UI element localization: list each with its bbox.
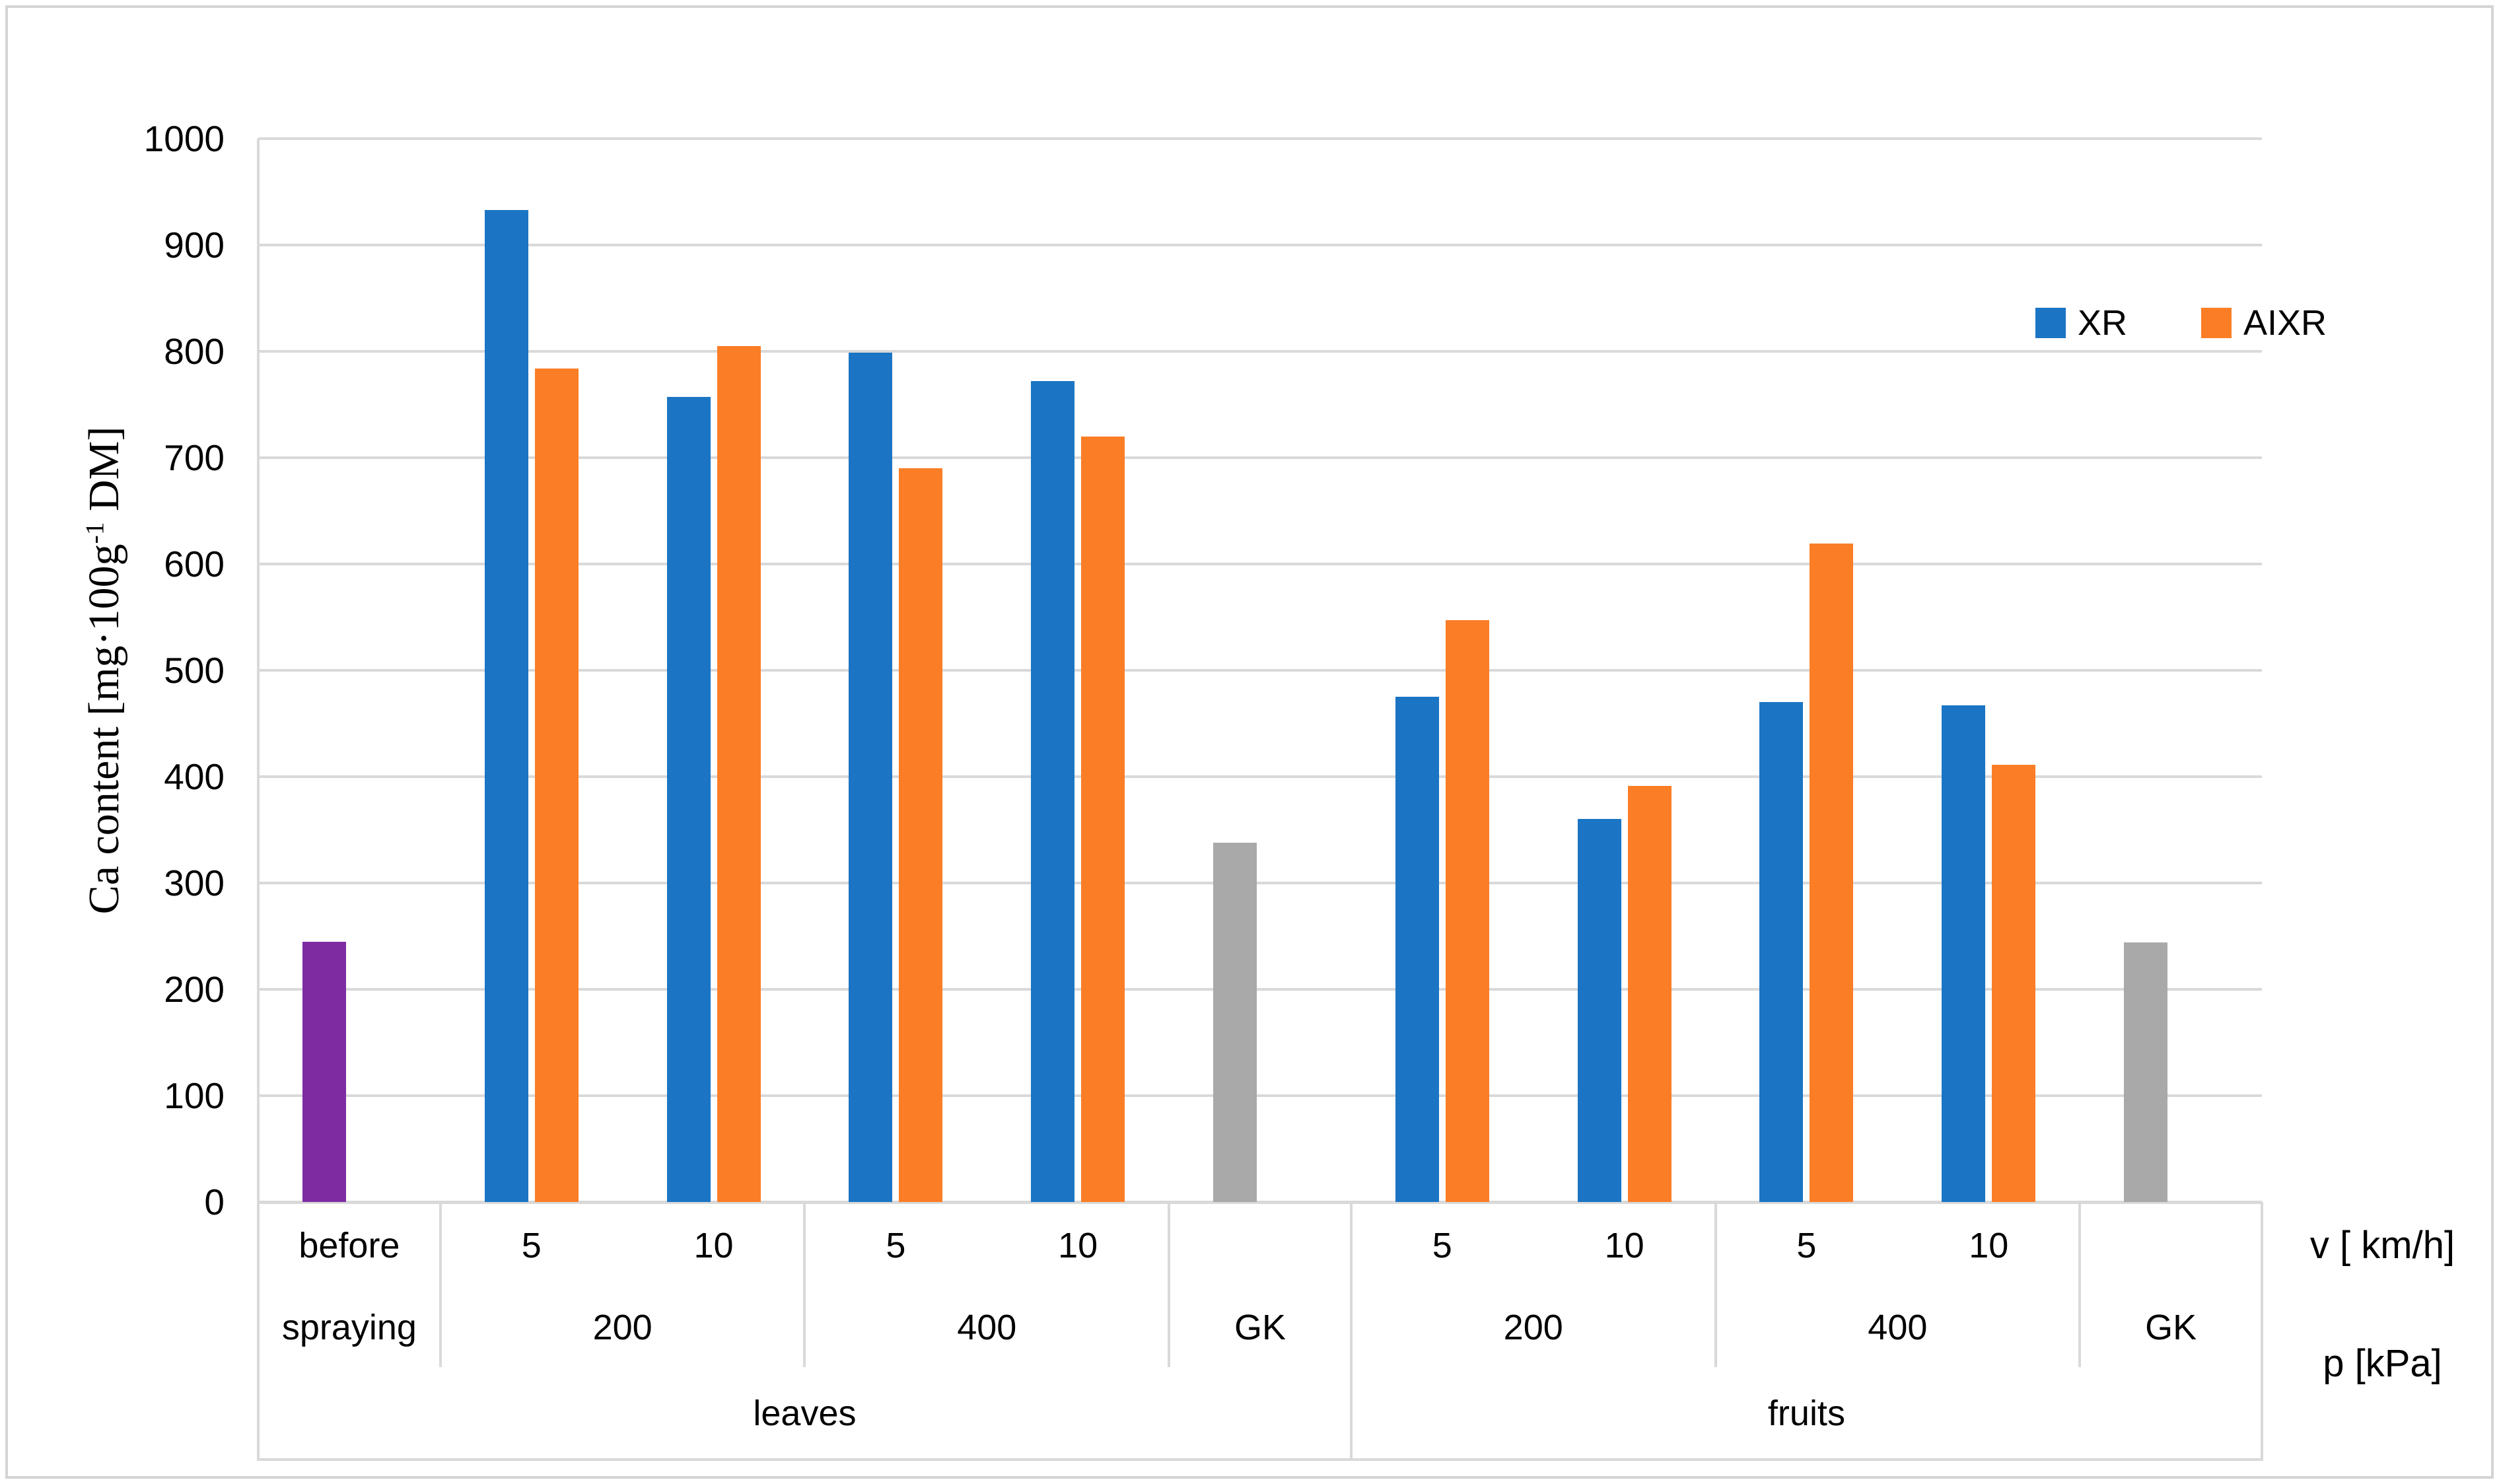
y-gridline bbox=[258, 669, 2262, 672]
bar-xr bbox=[1577, 819, 1621, 1202]
legend-label: AIXR bbox=[2243, 303, 2327, 343]
bar-xr bbox=[1942, 705, 1986, 1202]
bar-aixr bbox=[1810, 544, 1854, 1202]
legend-item-aixr: AIXR bbox=[2201, 305, 2327, 341]
speed-cell-label: 5 bbox=[1432, 1226, 1452, 1265]
y-tick-label: 1000 bbox=[143, 118, 225, 159]
bar-aixr bbox=[1081, 436, 1125, 1202]
table-column-border bbox=[439, 1202, 442, 1367]
bar-before-spraying bbox=[302, 941, 346, 1202]
plot-left-edge bbox=[257, 139, 260, 1461]
y-gridline bbox=[258, 988, 2262, 991]
y-tick-label: 900 bbox=[164, 225, 225, 265]
pressure-cell-label: 200 bbox=[592, 1308, 652, 1347]
speed-cell-label: 10 bbox=[693, 1226, 734, 1265]
bar-aixr bbox=[717, 345, 761, 1202]
pressure-cell-label: GK bbox=[2145, 1308, 2197, 1347]
speed-cell-label: 10 bbox=[1058, 1226, 1098, 1265]
y-gridline bbox=[258, 775, 2262, 778]
pressure-cell-label: 200 bbox=[1503, 1308, 1563, 1347]
bar-xr bbox=[484, 209, 528, 1202]
table-column-border bbox=[1168, 1202, 1171, 1367]
bar-aixr bbox=[899, 468, 943, 1202]
bar-xr bbox=[1759, 702, 1804, 1202]
legend-swatch-aixr bbox=[2201, 308, 2232, 338]
legend-label: XR bbox=[2078, 303, 2128, 343]
bar-gk bbox=[1213, 842, 1257, 1202]
y-gridline bbox=[258, 1094, 2262, 1097]
y-gridline bbox=[258, 244, 2262, 246]
speed-cell-label: 10 bbox=[1969, 1226, 2009, 1265]
legend: XR AIXR bbox=[2035, 305, 2327, 341]
bar-aixr bbox=[1445, 620, 1489, 1202]
tissue-cell-label: leaves bbox=[753, 1394, 857, 1433]
table-group-border bbox=[1349, 1202, 1353, 1461]
y-gridline bbox=[258, 137, 2262, 140]
bar-aixr bbox=[1627, 786, 1672, 1202]
pressure-unit-label: p [kPa] bbox=[2323, 1342, 2442, 1385]
table-column-border bbox=[1714, 1202, 1717, 1367]
speed-cell-label: 5 bbox=[1796, 1226, 1817, 1265]
y-gridline bbox=[258, 456, 2262, 459]
pressure-cell-label: 400 bbox=[1868, 1308, 1928, 1347]
bar-aixr bbox=[534, 368, 579, 1202]
y-tick-label: 100 bbox=[164, 1075, 225, 1116]
speed-unit-label: v [ km/h] bbox=[2309, 1224, 2455, 1267]
bar-xr bbox=[1031, 381, 1075, 1202]
y-tick-label: 200 bbox=[164, 969, 225, 1010]
y-gridline bbox=[258, 882, 2262, 884]
y-tick-label: 800 bbox=[164, 331, 225, 372]
tissue-cell-label: fruits bbox=[1767, 1394, 1845, 1433]
bar-xr bbox=[849, 352, 893, 1202]
y-gridline bbox=[258, 563, 2262, 565]
bar-xr bbox=[666, 397, 711, 1202]
y-tick-label: 300 bbox=[164, 863, 225, 903]
speed-cell-label: before bbox=[299, 1226, 400, 1265]
legend-swatch-xr bbox=[2035, 308, 2066, 338]
y-tick-label: 400 bbox=[164, 756, 225, 797]
chart-outer-frame bbox=[5, 5, 2494, 1479]
legend-item-xr: XR bbox=[2035, 305, 2127, 341]
y-tick-label: 500 bbox=[164, 650, 225, 691]
bar-xr bbox=[1395, 697, 1439, 1202]
pressure-cell-label: spraying bbox=[281, 1308, 417, 1347]
table-column-border bbox=[2078, 1202, 2082, 1367]
bar-gk bbox=[2124, 942, 2168, 1202]
speed-cell-label: 10 bbox=[1604, 1226, 1644, 1265]
table-bottom-border bbox=[258, 1458, 2262, 1461]
pressure-cell-label: 400 bbox=[957, 1308, 1017, 1347]
y-tick-label: 700 bbox=[164, 437, 225, 478]
table-column-border bbox=[803, 1202, 806, 1367]
speed-cell-label: 5 bbox=[886, 1226, 906, 1265]
y-gridline bbox=[258, 1201, 2262, 1204]
y-tick-label: 0 bbox=[204, 1182, 225, 1222]
pressure-cell-label: GK bbox=[1234, 1308, 1286, 1347]
table-group-border bbox=[2261, 1202, 2263, 1461]
y-gridline bbox=[258, 350, 2262, 353]
speed-cell-label: 5 bbox=[521, 1226, 542, 1265]
y-tick-label: 600 bbox=[164, 544, 225, 584]
bar-aixr bbox=[1992, 765, 2036, 1202]
